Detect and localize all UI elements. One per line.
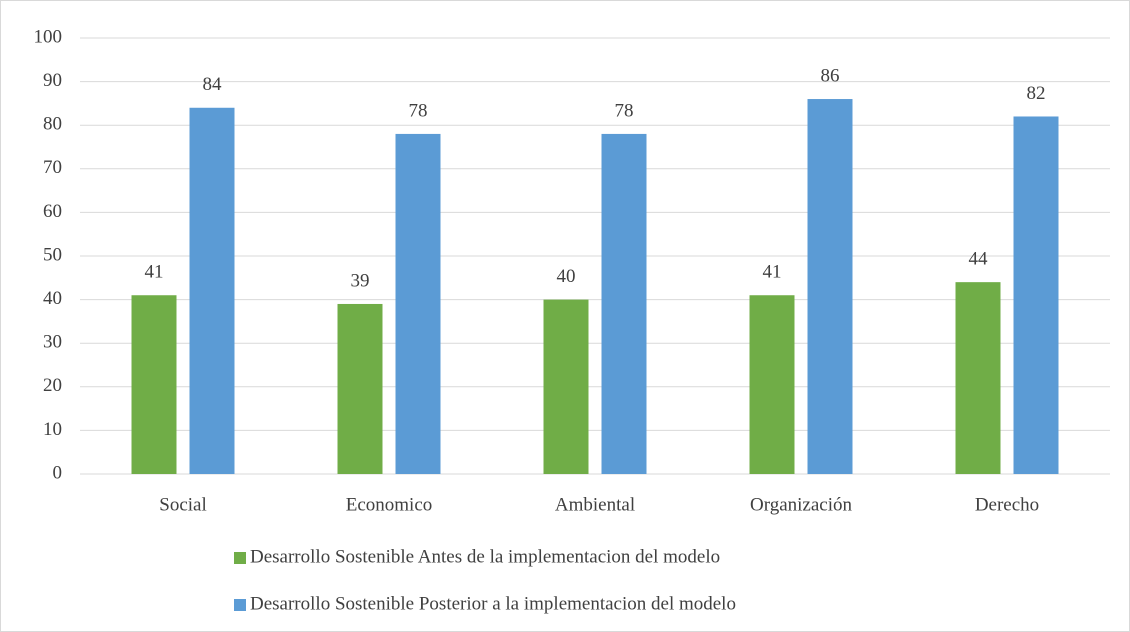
data-label: 41 xyxy=(763,262,782,283)
bar xyxy=(807,99,853,474)
x-tick-label: Social xyxy=(159,494,207,515)
data-label: 86 xyxy=(821,65,840,86)
legend-swatch xyxy=(234,599,246,611)
bar xyxy=(1013,116,1059,474)
bar xyxy=(601,133,647,475)
bar xyxy=(543,299,589,474)
bar xyxy=(395,133,441,475)
y-tick-label: 30 xyxy=(43,332,62,353)
bar xyxy=(955,282,1001,474)
x-tick-label: Organización xyxy=(750,494,852,515)
legend-swatch xyxy=(234,552,246,564)
bar xyxy=(749,295,795,474)
legend-label: Desarrollo Sostenible Antes de la implem… xyxy=(250,546,720,567)
y-tick-label: 70 xyxy=(43,157,62,178)
data-label: 78 xyxy=(615,100,634,121)
data-label: 78 xyxy=(409,100,428,121)
x-tick-label: Derecho xyxy=(975,494,1039,515)
bar xyxy=(337,303,383,474)
y-tick-label: 20 xyxy=(43,375,62,396)
data-label: 82 xyxy=(1027,83,1046,104)
bar xyxy=(131,295,177,474)
y-tick-label: 0 xyxy=(53,462,63,483)
data-label: 44 xyxy=(969,249,989,270)
x-tick-label: Ambiental xyxy=(555,494,635,515)
data-label: 40 xyxy=(557,266,576,287)
y-tick-label: 40 xyxy=(43,288,62,309)
y-tick-label: 50 xyxy=(43,244,62,265)
y-tick-label: 90 xyxy=(43,70,62,91)
y-tick-label: 80 xyxy=(43,114,62,135)
y-tick-label: 100 xyxy=(34,26,63,47)
data-label: 84 xyxy=(203,74,223,95)
bar xyxy=(189,107,235,474)
y-tick-label: 60 xyxy=(43,201,62,222)
x-tick-label: Economico xyxy=(346,494,433,515)
data-label: 41 xyxy=(145,262,164,283)
legend-label: Desarrollo Sostenible Posterior a la imp… xyxy=(250,593,736,614)
y-tick-label: 10 xyxy=(43,419,62,440)
data-label: 39 xyxy=(351,270,370,291)
